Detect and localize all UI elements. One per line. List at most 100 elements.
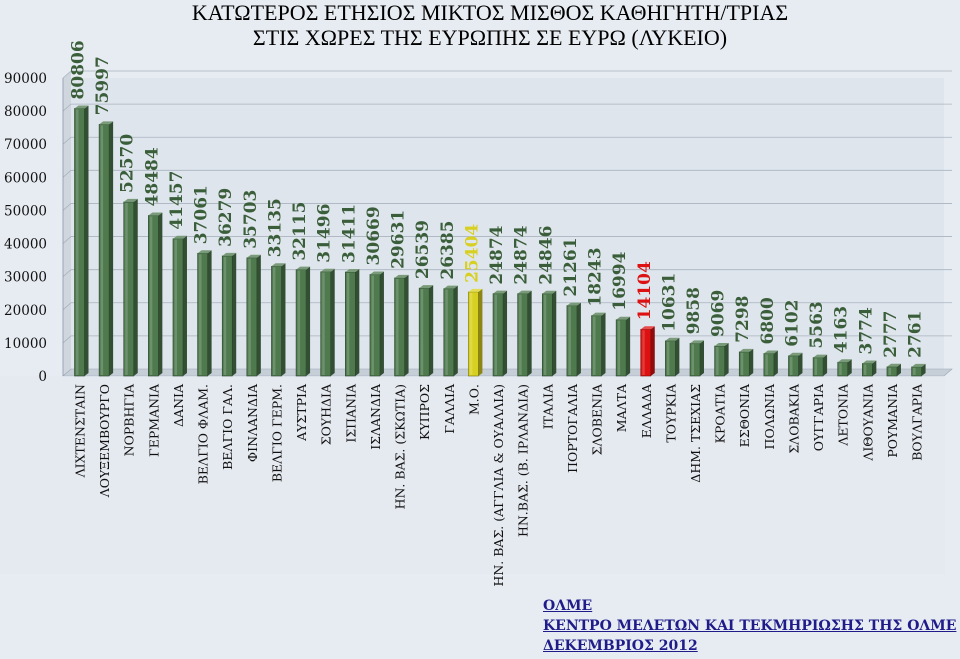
bar-side	[256, 254, 261, 376]
bar-highlight	[691, 344, 694, 375]
bar-side	[158, 212, 163, 376]
x-tick-label: ΒΟΥΛΓΑΡΙΑ	[910, 383, 925, 461]
data-label: 7298	[733, 296, 753, 343]
bar-top	[320, 268, 335, 272]
bar-top	[813, 354, 828, 358]
bar-highlight	[174, 239, 177, 375]
bar-top	[468, 288, 483, 292]
bar-top	[591, 312, 606, 316]
bar-highlight	[76, 109, 79, 375]
bar-side	[306, 266, 311, 376]
bar-top	[222, 252, 237, 256]
bar-highlight	[568, 306, 571, 375]
bar-side	[823, 354, 828, 376]
data-label: 4163	[832, 306, 852, 353]
bar-top	[148, 212, 163, 216]
bar-side	[527, 290, 532, 376]
plot-side-wall	[63, 71, 71, 376]
x-tick-label: ΛΙΘΟΥΑΝΙΑ	[860, 383, 875, 462]
bar	[345, 268, 360, 377]
bar-top	[640, 326, 655, 330]
bar	[418, 285, 434, 377]
y-tick-label: 60000	[4, 170, 47, 186]
bar-side	[700, 340, 704, 376]
credits-dept: ΚΕΝΤΡΟ ΜΕΛΕΤΩΝ ΚΑΙ ΤΕΚΜΗΡΙΩΣΗΣ ΤΗΣ ΟΛΜΕ	[543, 618, 957, 634]
bar	[763, 350, 778, 377]
bar	[197, 250, 212, 377]
bar-side	[872, 360, 877, 376]
bar-side	[84, 105, 89, 376]
bar-side	[133, 198, 138, 376]
bar	[911, 363, 926, 377]
bar	[665, 337, 680, 377]
bar-top	[739, 348, 754, 352]
bar-side	[478, 288, 483, 376]
bar	[837, 359, 852, 377]
bar-top	[886, 363, 901, 367]
x-tick-label: ΕΣΘΟΝΙΑ	[737, 383, 752, 447]
bar-top	[345, 268, 360, 272]
chart-title-line-1: ΚΑΤΩΤΕΡΟΣ ΕΤΗΣΙΟΣ ΜΙΚΤΟΣ ΜΙΣΘΟΣ ΚΑΘΗΓΗΤΗ…	[191, 0, 789, 25]
bar	[738, 348, 754, 377]
bar-highlight	[666, 341, 670, 375]
data-label: 32115	[290, 202, 310, 261]
bar-side	[453, 285, 458, 376]
bar-side	[847, 359, 852, 376]
x-tick-label: ΙΣΠΑΝΙΑ	[343, 383, 358, 443]
bar-side	[182, 235, 187, 376]
bar-side	[429, 285, 434, 376]
credits-date: ΔΕΚΕΜΒΡΙΟΣ 2012	[543, 638, 698, 654]
bar-side	[232, 252, 237, 376]
bar-side	[626, 316, 631, 376]
data-label: 2777	[881, 310, 901, 357]
data-label: 14104	[635, 261, 655, 320]
bar-highlight	[125, 202, 128, 375]
bar	[468, 288, 483, 377]
bar-side	[798, 352, 803, 376]
bar-top	[197, 250, 212, 254]
data-label: 41457	[167, 171, 187, 230]
bar	[320, 268, 335, 377]
bar-side	[207, 250, 212, 376]
bar	[862, 360, 877, 377]
x-tick-label: ΗΝ.ΒΑΣ. (Β. ΙΡΛΑΝΔΙΑ)	[516, 384, 531, 537]
gridline	[62, 103, 952, 112]
bar-highlight	[469, 292, 473, 375]
x-tick-label: ΕΛΛΑΔΑ	[639, 383, 654, 438]
bar-highlight	[913, 367, 916, 375]
bar-highlight	[888, 367, 891, 375]
x-tick-label: ΚΡΟΑΤΙΑ	[713, 383, 728, 443]
bar-highlight	[716, 346, 719, 375]
data-label: 6102	[782, 299, 802, 346]
bar-highlight	[814, 358, 818, 375]
data-label: 33135	[265, 198, 285, 257]
bar	[148, 212, 163, 377]
x-tick-label: ΗΝ. ΒΑΣ. (ΣΚΩΤΙΑ)	[393, 384, 408, 509]
bar-top	[763, 350, 778, 354]
x-tick-label: ΙΣΛΑΝΔΙΑ	[368, 383, 383, 450]
x-tick-label: ΓΕΡΜΑΝΙΑ	[146, 383, 161, 457]
bar	[246, 254, 261, 377]
x-tick-label: ΒΕΛΓΙΟ ΓΑΛ.	[220, 384, 235, 470]
gridline	[62, 302, 952, 311]
bar-highlight	[445, 289, 448, 375]
gridline	[62, 203, 952, 211]
bar-top	[443, 285, 458, 289]
data-label: 26539	[413, 220, 433, 279]
bar	[886, 363, 901, 377]
x-tick-label: Μ.Ο.	[466, 384, 481, 415]
bar-highlight	[396, 278, 399, 375]
bar-side	[650, 326, 655, 376]
bar-top	[394, 274, 409, 278]
bar-side	[109, 121, 114, 377]
x-tick-label: ΛΕΤΟΝΙΑ	[836, 383, 851, 447]
bar-highlight	[297, 270, 301, 375]
bar-highlight	[789, 356, 793, 375]
bar-top	[246, 254, 261, 258]
bar-top	[419, 285, 434, 289]
data-label: 10631	[659, 273, 679, 332]
bar-highlight	[765, 354, 768, 375]
data-label: 5563	[807, 301, 827, 348]
bar-top	[369, 271, 384, 275]
data-label: 48484	[142, 147, 162, 206]
